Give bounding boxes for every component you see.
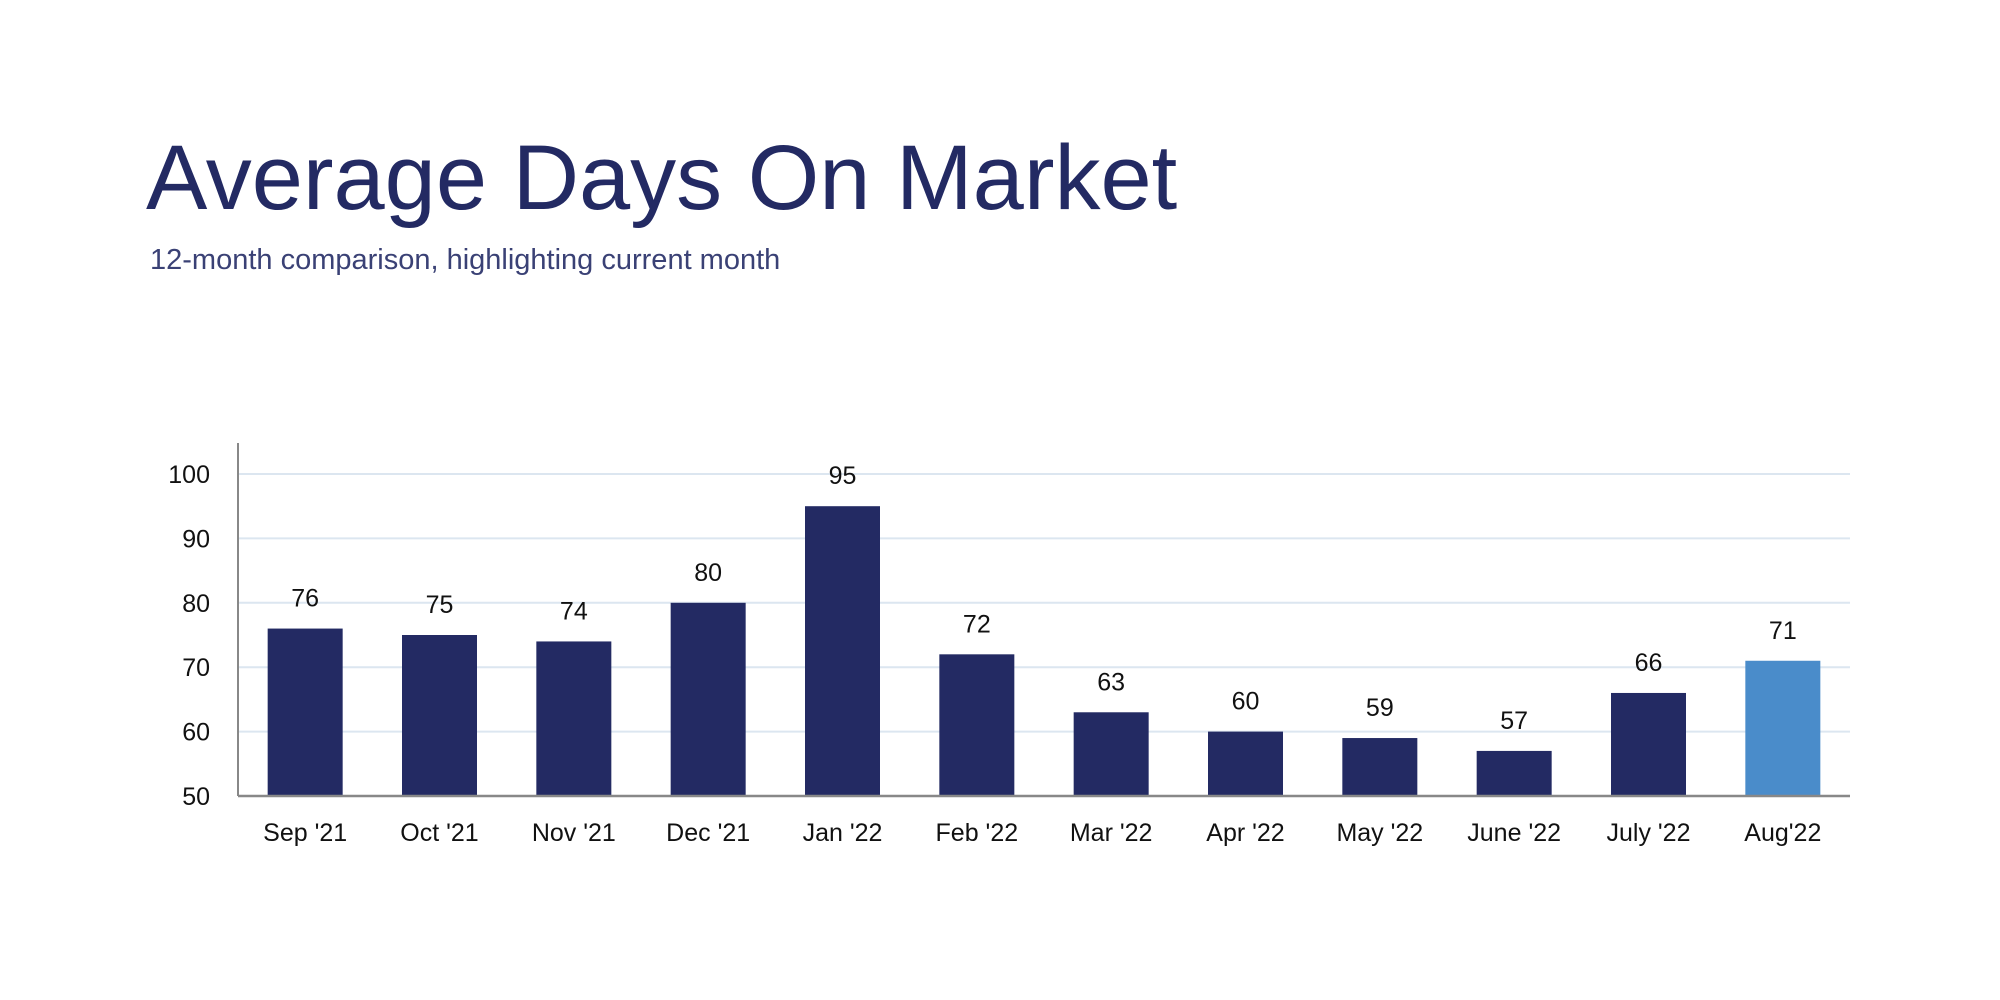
y-tick-label: 70 <box>182 654 210 682</box>
y-tick-label: 100 <box>168 461 210 489</box>
x-tick-label: Sep '21 <box>263 819 347 847</box>
x-tick-label: Nov '21 <box>532 819 616 847</box>
data-label: 80 <box>694 559 722 587</box>
bar <box>402 635 477 796</box>
data-label: 63 <box>1097 668 1125 696</box>
chart-subtitle: 12-month comparison, highlighting curren… <box>150 244 781 276</box>
y-tick-label: 80 <box>182 590 210 618</box>
bar <box>1745 660 1821 796</box>
data-label: 57 <box>1500 707 1528 735</box>
x-tick-label: Mar '22 <box>1070 819 1153 847</box>
x-tick-label: Aug'22 <box>1744 819 1821 847</box>
bar <box>536 641 612 796</box>
data-label: 72 <box>963 610 991 638</box>
x-tick-label: Jan '22 <box>803 819 883 847</box>
bar <box>939 654 1015 796</box>
x-tick-label: May '22 <box>1336 819 1423 847</box>
x-tick-label: Feb '22 <box>936 819 1019 847</box>
y-tick-label: 50 <box>182 783 210 811</box>
data-label: 95 <box>829 462 857 490</box>
data-label: 59 <box>1366 694 1394 722</box>
bar <box>1611 692 1686 796</box>
data-label: 71 <box>1769 617 1797 645</box>
bar <box>805 506 880 796</box>
bar <box>1073 712 1149 796</box>
data-label: 60 <box>1232 688 1260 716</box>
x-tick-label: July '22 <box>1607 819 1691 847</box>
data-label: 75 <box>426 591 454 619</box>
data-label: 66 <box>1635 649 1663 677</box>
data-label: 74 <box>560 597 588 625</box>
x-tick-label: Oct '21 <box>400 819 478 847</box>
bar <box>1342 738 1418 796</box>
bar <box>267 628 343 796</box>
y-tick-label: 60 <box>182 719 210 747</box>
bar <box>1208 731 1283 796</box>
bar <box>670 602 746 796</box>
y-tick-label: 90 <box>182 525 210 553</box>
x-tick-label: Apr '22 <box>1206 819 1284 847</box>
x-tick-label: June '22 <box>1467 819 1561 847</box>
x-tick-label: Dec '21 <box>666 819 750 847</box>
bar <box>1476 750 1552 796</box>
chart-title: Average Days On Market <box>146 127 1178 229</box>
data-label: 76 <box>291 585 319 613</box>
